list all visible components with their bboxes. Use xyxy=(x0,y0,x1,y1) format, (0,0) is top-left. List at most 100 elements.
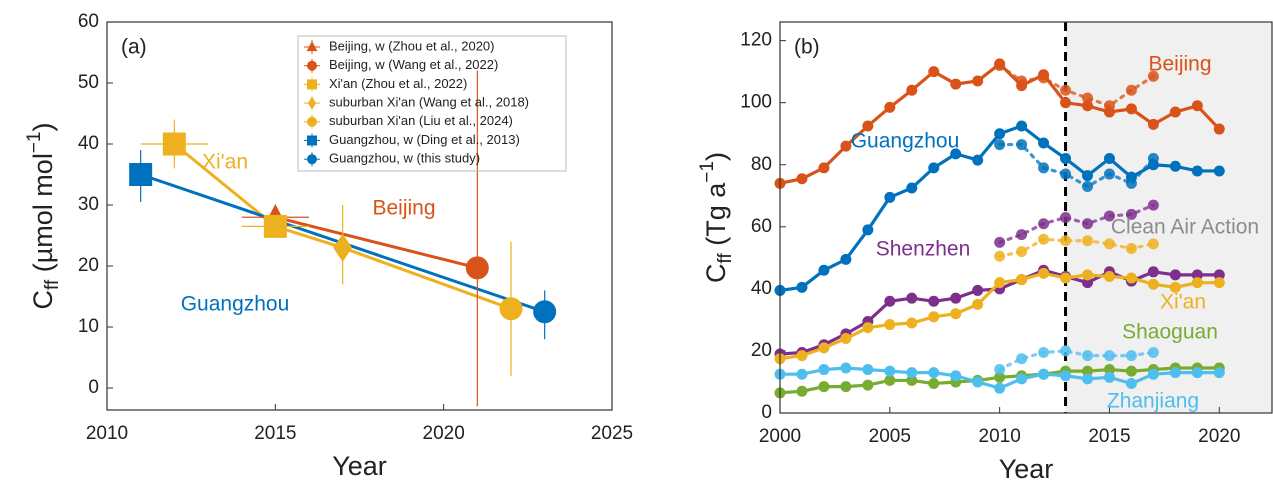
legend-label: Beijing, w (Zhou et al., 2020) xyxy=(329,38,494,53)
data-point xyxy=(994,364,1006,376)
data-point xyxy=(884,319,896,331)
data-point xyxy=(994,371,1006,383)
data-point xyxy=(1169,367,1181,379)
data-point xyxy=(1038,233,1050,245)
data-point xyxy=(1147,118,1159,130)
data-point xyxy=(818,364,830,376)
y-tick-label: 60 xyxy=(751,216,772,237)
x-tick-label: 2005 xyxy=(869,426,911,447)
data-point xyxy=(928,66,940,78)
y-label-close: ) xyxy=(701,152,731,161)
data-point xyxy=(906,367,918,379)
legend-marker xyxy=(307,154,317,165)
data-point xyxy=(884,101,896,113)
data-point xyxy=(994,277,1006,289)
legend-marker xyxy=(306,40,318,52)
data-point xyxy=(818,342,830,354)
data-point xyxy=(1125,177,1137,189)
data-point xyxy=(1147,368,1159,380)
y-tick-label: 100 xyxy=(740,92,772,113)
x-tick-label: 2020 xyxy=(1198,426,1240,447)
data-point xyxy=(1191,367,1203,379)
annotation: Beijing xyxy=(372,197,435,220)
data-point xyxy=(862,120,874,132)
data-point xyxy=(1082,269,1093,281)
data-point xyxy=(1038,72,1050,84)
data-point xyxy=(1147,153,1159,165)
data-point xyxy=(1213,277,1225,289)
x-axis-label: Year xyxy=(332,451,387,481)
data-point xyxy=(1016,229,1028,241)
y-tick-label: 80 xyxy=(751,154,772,175)
data-point xyxy=(1103,350,1115,362)
y-tick-label: 60 xyxy=(78,11,99,32)
data-point xyxy=(906,292,918,304)
data-point xyxy=(465,256,489,280)
data-point xyxy=(1103,270,1115,282)
data-point xyxy=(972,298,984,310)
data-point xyxy=(1038,218,1050,230)
data-point xyxy=(862,379,874,391)
data-point xyxy=(129,163,153,187)
data-point xyxy=(1103,210,1115,222)
fit-line xyxy=(173,142,512,311)
data-point xyxy=(796,368,808,380)
y-tick-label: 120 xyxy=(740,30,772,51)
data-point xyxy=(1147,70,1159,82)
data-point xyxy=(1060,212,1072,223)
data-point xyxy=(906,374,918,386)
data-point xyxy=(533,300,557,324)
data-point xyxy=(1103,371,1115,383)
x-tick-label: 2010 xyxy=(979,426,1021,447)
data-point xyxy=(1191,165,1203,177)
data-point xyxy=(1147,238,1159,250)
data-point xyxy=(1082,100,1093,112)
data-point xyxy=(499,297,523,321)
data-point xyxy=(1125,103,1137,115)
data-point xyxy=(1060,370,1072,382)
data-point xyxy=(862,224,874,236)
data-point xyxy=(1103,364,1115,376)
data-point xyxy=(994,250,1006,262)
data-point xyxy=(1060,272,1072,284)
data-point xyxy=(1016,373,1028,385)
data-point xyxy=(1038,346,1050,358)
y-label-unit: (Tg a xyxy=(701,182,731,254)
legend-label: suburban Xi'an (Liu et al., 2024) xyxy=(329,113,513,128)
data-point xyxy=(884,365,896,377)
y-axis-label: Cff (Tg a−1) xyxy=(697,152,736,283)
y-tick-label: 20 xyxy=(751,340,772,361)
data-point xyxy=(1082,92,1093,104)
data-point xyxy=(1082,373,1093,385)
data-point xyxy=(840,333,852,345)
legend-label: suburban Xi'an (Wang et al., 2018) xyxy=(329,95,529,110)
data-point xyxy=(950,292,962,304)
data-point xyxy=(1016,353,1028,365)
data-point xyxy=(994,139,1006,151)
y-label-close: ) xyxy=(28,123,58,132)
data-point xyxy=(906,84,918,96)
data-point xyxy=(162,132,186,156)
annotation: Guangzhou xyxy=(181,293,290,316)
series-label: Xi'an xyxy=(1160,291,1206,314)
data-point xyxy=(928,311,940,323)
data-point xyxy=(1169,106,1181,118)
plot-frame xyxy=(779,21,1273,414)
series-label: Beijing xyxy=(1148,53,1211,76)
data-point xyxy=(818,264,830,276)
legend-marker xyxy=(307,135,317,146)
data-point xyxy=(840,140,852,152)
x-tick-label: 2015 xyxy=(1088,426,1130,447)
legend-marker xyxy=(307,79,317,90)
data-point xyxy=(1082,235,1093,247)
y-label-sup: −1 xyxy=(697,161,718,183)
data-point xyxy=(862,322,874,334)
data-point xyxy=(950,78,962,90)
panel-label: (a) xyxy=(121,36,147,59)
legend-label: Beijing, w (Wang et al., 2022) xyxy=(329,57,498,72)
plot-frame xyxy=(106,21,613,411)
y-label-sub: ff xyxy=(42,279,63,290)
data-point xyxy=(1016,120,1028,132)
y-tick-label: 10 xyxy=(78,316,99,337)
data-point xyxy=(1060,97,1072,109)
